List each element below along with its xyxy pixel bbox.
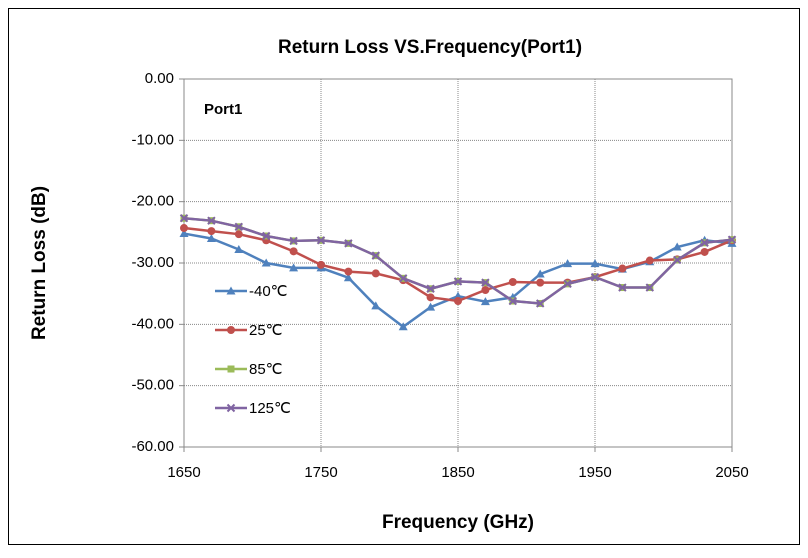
marker bbox=[317, 260, 325, 269]
marker bbox=[179, 229, 189, 238]
marker bbox=[371, 301, 381, 310]
marker bbox=[371, 251, 381, 260]
y-tick-label: -10.00 bbox=[131, 131, 174, 148]
marker bbox=[344, 267, 353, 276]
marker bbox=[207, 227, 216, 236]
y-tick-label: -20.00 bbox=[131, 193, 174, 210]
legend-label: 85℃ bbox=[249, 361, 283, 378]
marker bbox=[563, 279, 572, 289]
marker bbox=[398, 322, 408, 331]
marker bbox=[481, 278, 490, 287]
marker bbox=[618, 283, 627, 292]
marker bbox=[227, 326, 235, 334]
marker bbox=[179, 214, 189, 223]
marker bbox=[590, 259, 600, 268]
marker bbox=[426, 284, 435, 293]
y-axis-label: Return Loss (dB) bbox=[29, 186, 50, 340]
marker bbox=[508, 296, 518, 306]
x-axis-label: Frequency (GHz) bbox=[382, 512, 534, 533]
marker bbox=[289, 236, 298, 246]
marker bbox=[536, 278, 545, 287]
y-tick-label: 0.00 bbox=[145, 70, 174, 87]
marker bbox=[344, 239, 353, 248]
marker bbox=[508, 278, 517, 287]
marker bbox=[535, 299, 545, 308]
marker bbox=[261, 231, 271, 241]
legend-label: 125℃ bbox=[249, 400, 291, 417]
marker bbox=[454, 297, 462, 306]
annotation: Port1 bbox=[204, 101, 242, 118]
x-tick-label: 1850 bbox=[441, 464, 474, 481]
marker bbox=[261, 258, 271, 267]
marker bbox=[645, 256, 654, 265]
marker bbox=[453, 291, 463, 300]
legend-label: 25℃ bbox=[249, 322, 283, 339]
marker bbox=[371, 269, 380, 278]
marker bbox=[618, 264, 627, 273]
marker bbox=[672, 255, 682, 265]
marker bbox=[453, 277, 463, 286]
marker bbox=[234, 230, 243, 239]
marker bbox=[207, 216, 216, 225]
marker bbox=[226, 286, 236, 295]
marker bbox=[227, 365, 235, 373]
marker bbox=[289, 247, 298, 256]
marker bbox=[426, 302, 436, 311]
marker bbox=[645, 283, 655, 292]
marker bbox=[480, 297, 490, 306]
marker bbox=[316, 236, 326, 245]
marker bbox=[206, 233, 216, 242]
x-tick-label: 1750 bbox=[304, 464, 337, 481]
marker bbox=[343, 273, 353, 282]
x-tick-label: 2050 bbox=[715, 464, 748, 481]
marker bbox=[590, 272, 600, 282]
legend-label: -40℃ bbox=[249, 283, 288, 300]
chart-title: Return Loss VS.Frequency(Port1) bbox=[278, 37, 582, 58]
y-tick-label: -40.00 bbox=[131, 315, 174, 332]
x-tick-label: 1950 bbox=[578, 464, 611, 481]
marker bbox=[426, 293, 435, 302]
marker bbox=[672, 242, 682, 251]
marker bbox=[234, 245, 244, 254]
marker bbox=[563, 259, 573, 268]
marker bbox=[535, 269, 545, 278]
y-tick-label: -30.00 bbox=[131, 254, 174, 271]
marker bbox=[700, 238, 709, 247]
marker bbox=[226, 403, 236, 413]
marker bbox=[700, 247, 709, 256]
marker bbox=[180, 224, 188, 233]
marker bbox=[234, 222, 244, 232]
y-tick-label: -60.00 bbox=[131, 438, 174, 455]
marker bbox=[727, 235, 737, 244]
y-tick-label: -50.00 bbox=[131, 377, 174, 394]
marker bbox=[398, 274, 408, 283]
plot-area bbox=[183, 78, 733, 448]
marker bbox=[481, 285, 490, 294]
x-tick-label: 1650 bbox=[167, 464, 200, 481]
marker bbox=[289, 263, 299, 272]
